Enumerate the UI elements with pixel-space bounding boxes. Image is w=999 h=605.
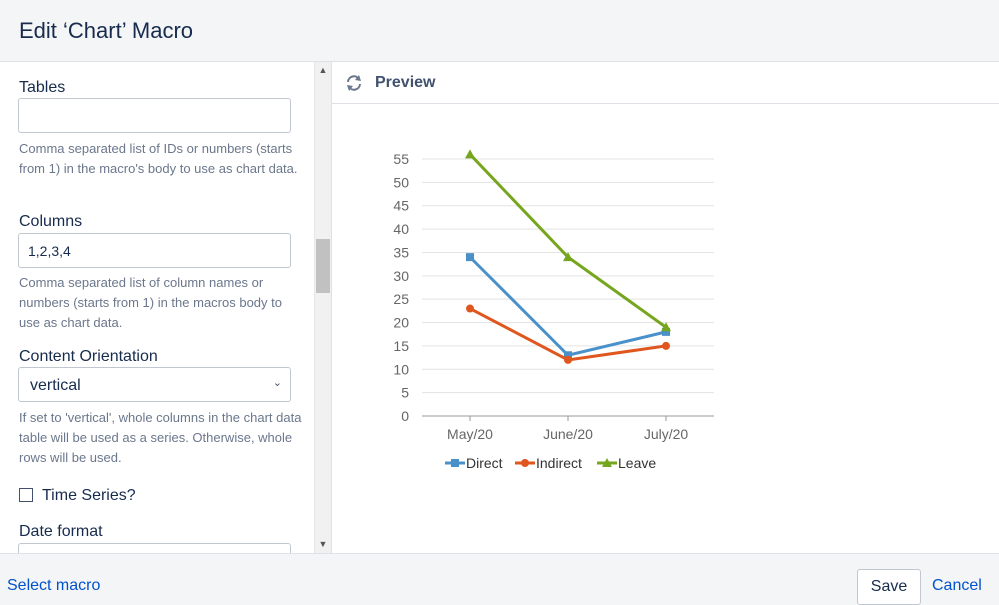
date-format-label: Date format [19,523,103,540]
scrollbar-thumb[interactable] [316,239,330,293]
preview-title: Preview [375,74,436,91]
data-point [465,149,475,159]
save-button[interactable]: Save [857,569,921,605]
legend-label: Direct [466,455,503,471]
columns-help-text: Comma separated list of column names or … [19,275,282,330]
data-point [466,253,474,262]
select-macro-link[interactable]: Select macro [7,577,101,594]
y-tick-label: 20 [393,315,409,331]
time-series-checkbox[interactable] [19,488,33,502]
y-tick-label: 10 [393,361,409,377]
series-line-leave [468,153,667,329]
data-point [662,327,670,336]
x-tick-label: June/20 [543,426,593,442]
y-tick-label: 45 [393,198,409,214]
y-tick-label: 25 [393,291,409,307]
y-tick-label: 55 [393,151,409,167]
data-point [466,304,474,313]
y-tick-label: 0 [401,408,409,424]
y-tick-label: 30 [393,268,409,284]
content-orientation-value: vertical [30,377,81,394]
y-tick-label: 5 [401,385,409,401]
data-point [564,351,572,360]
y-tick-label: 35 [393,244,409,260]
dialog-header: Edit ‘Chart’ Macro [0,0,999,62]
chevron-down-icon: ⌄ [272,377,282,389]
refresh-icon[interactable] [344,73,364,93]
line-chart: 0 5 10 15 20 25 30 35 40 45 50 55 May/20 June/20 July/… [393,149,714,471]
left-panel-scrollbar[interactable]: ▲ ▼ [314,62,331,553]
data-point [564,355,572,364]
tables-help-text: Comma separated list of IDs or numbers (… [19,141,298,176]
preview-panel: Preview 0 5 10 15 20 25 30 35 40 45 50 55 May/20 June… [331,62,999,553]
dialog-footer: Select macro Save Cancel [0,553,999,605]
scroll-up-arrow-icon[interactable]: ▲ [318,65,328,75]
legend-marker [451,459,459,467]
date-format-input[interactable] [18,543,291,553]
x-tick-label: May/20 [447,426,493,442]
dialog-title: Edit ‘Chart’ Macro [19,18,194,43]
legend-label: Indirect [536,455,582,471]
macro-parameters-panel: Tables Comma separated list of IDs or nu… [0,62,331,553]
cancel-link[interactable]: Cancel [932,577,982,594]
time-series-label[interactable]: Time Series? [42,487,136,504]
legend-label: Leave [618,455,656,471]
content-orientation-help-text: If set to 'vertical', whole columns in t… [19,410,302,465]
scrolled-label-fragment [19,62,119,66]
data-point [563,252,573,262]
y-tick-label: 50 [393,174,409,190]
y-tick-label: 15 [393,338,409,354]
columns-input[interactable] [18,233,291,268]
tables-label: Tables [19,79,66,96]
content-orientation-select[interactable]: vertical ⌄ [18,367,291,402]
content-orientation-label: Content Orientation [19,348,158,365]
tables-input[interactable] [18,98,291,133]
y-tick-label: 40 [393,221,409,237]
columns-label: Columns [19,213,83,230]
legend-marker [602,458,612,467]
x-tick-label: July/20 [644,426,689,442]
legend-marker [521,459,529,467]
data-point [662,341,670,350]
scroll-down-arrow-icon[interactable]: ▼ [318,539,328,549]
data-point [661,322,671,332]
preview-header: Preview [332,62,999,104]
